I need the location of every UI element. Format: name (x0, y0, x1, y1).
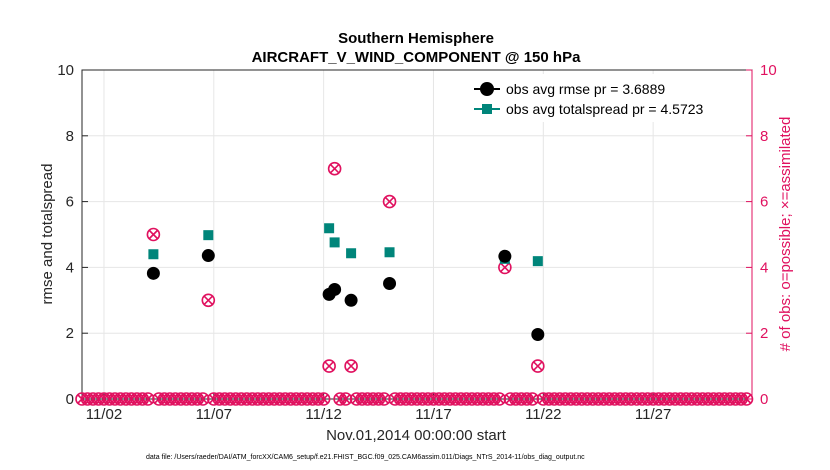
obs-count-point (377, 392, 391, 406)
spread-point (384, 247, 395, 258)
legend-label-rmse: obs avg rmse pr = 3.6889 (506, 81, 665, 97)
y-tick-label: 2 (66, 325, 74, 342)
obs-count-point (141, 392, 155, 406)
obs-count-point (338, 392, 353, 406)
spread-point (148, 249, 159, 260)
y-tick-label: 0 (66, 391, 74, 408)
x-tick-label: 11/07 (196, 406, 232, 423)
obs-assimilated-marker (330, 164, 340, 174)
obs-possible-marker (322, 359, 336, 373)
rmse-point (531, 328, 545, 342)
x-tick-label: 11/17 (415, 406, 451, 423)
obs-count-point (327, 161, 342, 176)
obs-possible-marker (146, 227, 161, 242)
axis-ticks: 11/02 11/07 11/12 11/17 11/22 11/27 0 2 4 6 8 10 0 2 4… (57, 62, 776, 423)
spread-point (532, 256, 543, 267)
y-axis-right-label: # of obs: o=possible; ×=assimilated (777, 117, 794, 352)
legend-marker-rmse (480, 82, 494, 96)
obs-count-point (739, 392, 754, 406)
obs-assimilated-marker (379, 394, 389, 404)
obs-count-point (146, 227, 161, 242)
obs-count-point (344, 359, 358, 373)
obs-possible-marker (344, 359, 358, 373)
data-file-footnote: data file: /Users/raeder/DAI/ATM_forcXX/… (146, 454, 585, 461)
y-right-tick-label: 6 (760, 194, 768, 211)
obs-assimilated-marker (324, 361, 334, 371)
x-axis-label: Nov.01,2014 00:00:00 start (326, 427, 507, 444)
obs-count-point (316, 392, 331, 406)
obs-assimilated-marker (143, 394, 153, 404)
x-tick-label: 11/22 (525, 406, 561, 423)
y-tick-label: 8 (66, 128, 74, 145)
rmse-point (146, 266, 160, 280)
obs-assimilated-marker (148, 229, 158, 240)
obs-possible-marker (525, 392, 540, 406)
y-right-tick-label: 2 (760, 325, 768, 342)
y-right-tick-label: 8 (760, 128, 768, 145)
y-tick-label: 6 (66, 194, 74, 211)
y-right-tick-label: 4 (760, 259, 768, 276)
rmse-point (201, 249, 215, 263)
obs-count-point (322, 359, 336, 373)
obs-assimilated-marker (319, 394, 329, 404)
obs-count-point (201, 293, 216, 308)
obs-count-point (525, 392, 540, 406)
y-axis-label: rmse and totalspread (39, 164, 56, 305)
obs-possible-marker (377, 392, 391, 406)
obs-assimilated-marker (341, 394, 351, 404)
obs-assimilated-marker (500, 262, 510, 272)
obs-assimilated-marker (198, 394, 208, 404)
y-tick-label: 10 (57, 62, 74, 79)
obs-assimilated-marker (533, 361, 543, 371)
obs-possible-marker (201, 293, 216, 308)
spread-point (324, 223, 335, 234)
data-marks (75, 161, 754, 406)
spread-point (346, 248, 357, 259)
obs-possible-marker (739, 392, 754, 406)
legend-marker-spread (482, 104, 492, 114)
obs-assimilated-marker (346, 361, 356, 371)
obs-possible-marker (141, 392, 155, 406)
x-tick-label: 11/12 (305, 406, 341, 423)
x-tick-label: 11/02 (86, 406, 122, 423)
obs-possible-marker (327, 161, 342, 176)
obs-possible-marker (196, 392, 210, 406)
y-right-tick-label: 10 (760, 62, 777, 79)
chart-subtitle: AIRCRAFT_V_WIND_COMPONENT @ 150 hPa (252, 49, 582, 66)
legend: obs avg rmse pr = 3.6889 obs avg totalsp… (466, 74, 747, 122)
rmse-point (344, 293, 358, 307)
obs-possible-marker (531, 359, 545, 373)
obs-count-point (196, 392, 210, 406)
obs-assimilated-marker (384, 197, 395, 207)
obs-possible-marker (382, 194, 397, 209)
obs-assimilated-marker (527, 394, 537, 404)
spread-point (329, 237, 340, 248)
obs-count-point (382, 194, 397, 209)
obs-assimilated-marker (741, 394, 752, 404)
rmse-point (328, 282, 342, 296)
legend-box (466, 74, 747, 122)
y-tick-label: 4 (66, 259, 74, 276)
x-tick-label: 11/27 (635, 406, 671, 423)
obs-possible-marker (492, 392, 507, 406)
obs-possible-marker (338, 392, 353, 406)
rmse-point (498, 249, 512, 263)
obs-assimilated-marker (494, 394, 504, 404)
obs-count-point (492, 392, 507, 406)
obs-possible-marker (316, 392, 331, 406)
obs-count-point (531, 359, 545, 373)
rmse-point (383, 277, 397, 291)
obs-assimilated-marker (203, 295, 213, 305)
chart-title: Southern Hemisphere (338, 30, 494, 47)
spread-point (203, 230, 214, 241)
legend-label-spread: obs avg totalspread pr = 4.5723 (506, 101, 704, 117)
y-right-tick-label: 0 (760, 391, 768, 408)
